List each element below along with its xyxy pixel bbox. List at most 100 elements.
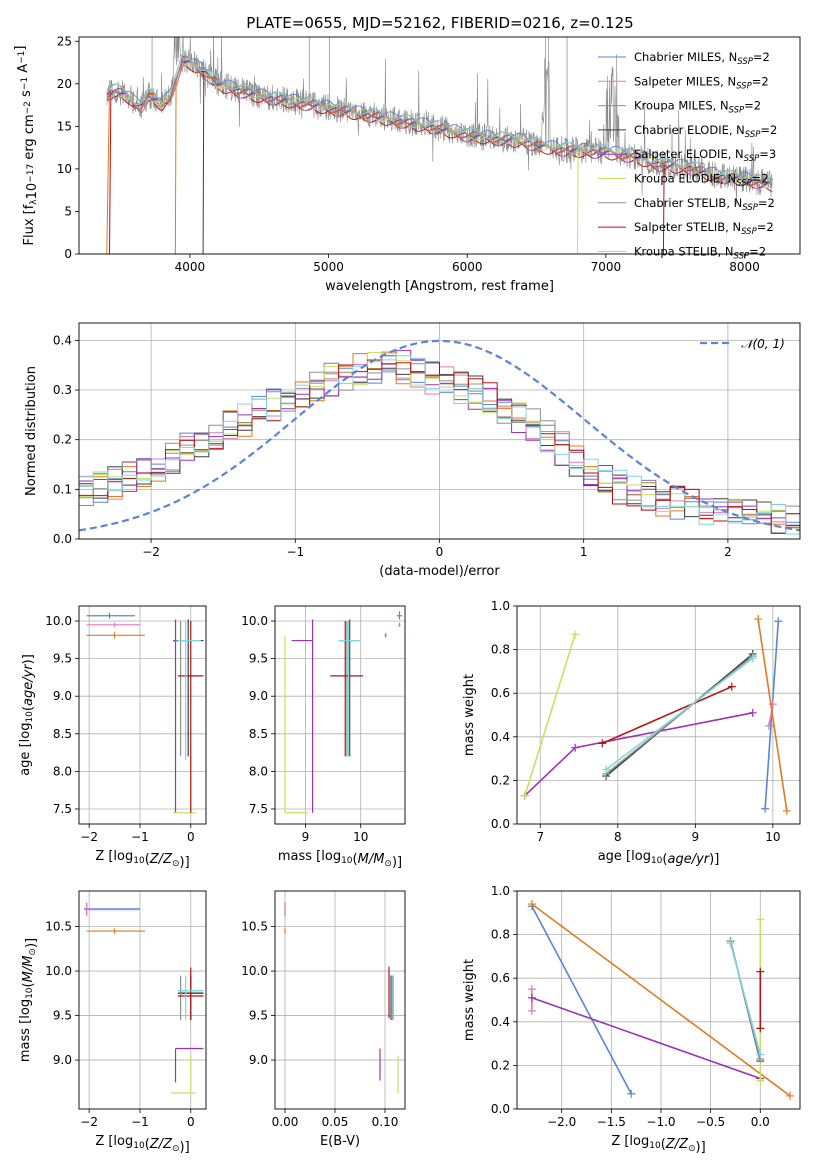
x-axis-label-part: E(B-V) <box>320 1134 360 1149</box>
errorbar-point-salpeter-miles <box>398 622 401 628</box>
legend-label-main: Salpeter STELIB, N <box>634 220 741 234</box>
weight-series-kroupa-elodie <box>520 630 580 800</box>
age-vs-z-marks <box>86 612 204 814</box>
y-axis-label-part: −2 <box>23 101 33 114</box>
x-axis-label-part: ⊙ <box>172 1144 180 1154</box>
errorbar-point-kroupa-elodie <box>284 636 309 814</box>
y-axis-label-part: −1 <box>20 77 30 90</box>
y-tick-label: 0.6 <box>491 686 510 700</box>
y-tick-label: 10.0 <box>241 964 268 978</box>
weight-marker <box>602 765 611 774</box>
y-tick-label: 0.8 <box>491 643 510 657</box>
errorbar-point-kroupa-stelib <box>338 621 360 757</box>
weight-series-kroupa-miles <box>527 900 795 1100</box>
weight-marker <box>754 615 763 624</box>
y-tick-label: 15 <box>57 119 72 133</box>
y-tick-label: 10.0 <box>241 614 268 628</box>
legend-label-tail: =3 <box>759 147 776 161</box>
y-tick-label: 0 <box>64 247 72 261</box>
y-tick-label: 0.8 <box>491 928 510 942</box>
y-tick-label: 5 <box>64 204 72 218</box>
x-axis-label-part: M/M <box>358 852 385 867</box>
errorbar-point-salpeter-miles <box>86 622 140 628</box>
weight-marker <box>520 791 529 800</box>
weight-vs-z-plot: −2.0 −1.5 −1.0 −0.5 0.0 0.0 0.2 0.4 0.6 0.8 1.0 Z [… <box>462 884 801 1155</box>
errorbar-point-chabrier-miles <box>86 612 135 619</box>
model-edge-drop <box>106 92 111 254</box>
weight-line <box>605 657 754 771</box>
x-axis-label-part: )] <box>392 855 402 870</box>
y-tick-label: 0.4 <box>491 1015 510 1029</box>
y-axis-label: mass weight <box>462 674 477 756</box>
errorbar-point-salpeter-stelib <box>330 621 363 757</box>
y-tick-label: 9.5 <box>53 652 72 666</box>
weight-marker <box>756 915 765 924</box>
x-tick-label: 0.10 <box>372 1115 399 1129</box>
y-axis-label-part: −17 <box>26 164 36 183</box>
legend-label-tail: =2 <box>752 74 769 88</box>
legend-label-main: Kroupa ELODIE, N <box>634 172 736 186</box>
errorbar-point-salpeter-stelib <box>178 967 204 1021</box>
hist-chabrier-miles <box>79 361 800 539</box>
y-axis-label-part: λ <box>29 199 39 205</box>
legend-label: Kroupa STELIB, NSSP=2 <box>634 244 766 261</box>
age-vs-z-frame <box>78 605 207 825</box>
x-tick-label: 8 <box>614 830 622 844</box>
weight-series-salpeter-stelib <box>756 967 765 1033</box>
x-tick-label: −1.0 <box>646 1115 675 1129</box>
mass-vs-z-frame <box>78 890 207 1110</box>
errorbar-point-salpeter-miles <box>84 903 140 916</box>
mass-vs-z-marks <box>84 902 204 1094</box>
x-tick-label: 9 <box>692 830 700 844</box>
x-axis-label: Z [log10(Z/Z⊙)] <box>95 849 189 870</box>
x-axis-label: E(B-V) <box>320 1134 360 1149</box>
x-tick-label: 0 <box>187 1115 195 1129</box>
legend-label: Kroupa MILES, NSSP=2 <box>634 99 761 116</box>
y-axis-label: age [log10(age/yr)] <box>18 654 36 776</box>
legend-label-main: Salpeter MILES, N <box>634 74 736 88</box>
figure-title: PLATE=0655, MJD=52162, FIBERID=0216, z=0… <box>246 14 633 32</box>
weight-vs-z-frame <box>516 890 801 1110</box>
y-axis-label: Normed distribution <box>24 366 39 496</box>
legend-label-main: Chabrier ELODIE, N <box>634 123 745 137</box>
x-axis-label-part: Z/Z <box>149 1137 173 1152</box>
hist-legend: 𝒩(0, 1) <box>700 337 785 351</box>
x-axis-label-part: Z/Z <box>149 852 173 867</box>
x-tick-label: −2.0 <box>547 1115 576 1129</box>
y-axis-label-part: M/M <box>21 956 36 983</box>
errorbar-point-chabrier-miles <box>396 611 403 620</box>
spectrum-plot: 4000 5000 6000 7000 8000 0 5 10 15 20 25 wavelength… <box>13 34 801 294</box>
model-spectrum-kroupa-miles <box>106 56 773 186</box>
x-tick-label: −2 <box>80 1115 98 1129</box>
y-tick-label: 10.0 <box>45 964 72 978</box>
y-tick-label: 10.5 <box>241 920 268 934</box>
weight-marker <box>571 743 580 752</box>
legend-label: Salpeter STELIB, NSSP=2 <box>634 220 774 237</box>
spectrum-marks <box>106 37 773 254</box>
y-tick-label: 10.0 <box>45 614 72 628</box>
x-tick-label: 0.0 <box>751 1115 770 1129</box>
errorbar-point-salpeter-stelib <box>178 621 204 813</box>
legend-label-tail: =2 <box>760 123 777 137</box>
errorbar-point-kroupa-stelib <box>178 621 201 761</box>
weight-vs-z-marks <box>527 900 795 1100</box>
x-axis-label-part: wavelength [Angstrom, rest frame] <box>325 279 554 294</box>
x-axis-label-part: ⊙ <box>688 1144 696 1154</box>
model-edge-drop <box>202 71 205 254</box>
errorbar-point-kroupa-miles <box>86 632 146 639</box>
weight-marker <box>774 617 783 626</box>
y-axis-label-part: )] <box>24 938 39 948</box>
errorbar-point-kroupa-stelib <box>178 975 204 1021</box>
legend-label-sub: SSP <box>729 106 745 116</box>
weight-line <box>605 655 754 775</box>
y-tick-label: 9.0 <box>249 1053 268 1067</box>
weight-marker <box>527 993 536 1002</box>
errorbar-point-salpeter-elodie <box>291 619 314 813</box>
x-tick-label: 9 <box>302 830 310 844</box>
x-tick-label: −2 <box>142 545 160 559</box>
charts-root: 4000 5000 6000 7000 80000510152025wavelength… <box>13 34 801 1155</box>
x-tick-label: 0.00 <box>272 1115 299 1129</box>
y-tick-label: 0.2 <box>53 433 72 447</box>
model-spectrum-kroupa-stelib <box>106 52 773 183</box>
weight-marker <box>748 654 757 663</box>
